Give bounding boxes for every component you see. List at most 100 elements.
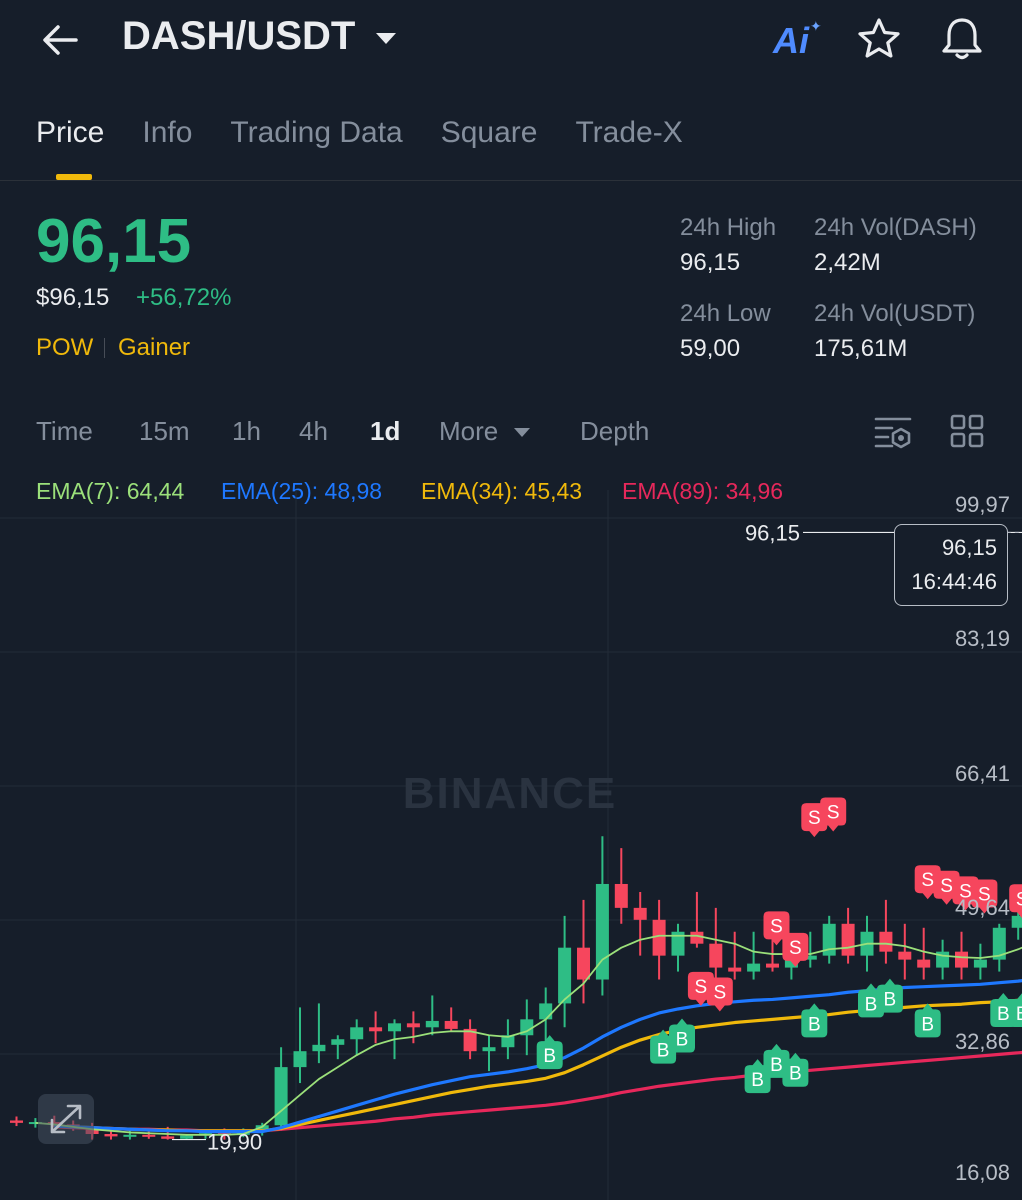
candle-body <box>917 959 931 968</box>
fullscreen-button[interactable] <box>38 1094 94 1144</box>
candle-body <box>992 927 1006 960</box>
buy-marker-label: B <box>676 1029 689 1050</box>
buy-marker-label: B <box>543 1046 556 1067</box>
timeframe-4h[interactable]: 4h <box>299 416 328 446</box>
sell-marker: S <box>820 797 847 832</box>
candle-body <box>539 1003 553 1020</box>
candle-body <box>331 1039 345 1045</box>
timeframe-15m[interactable]: 15m <box>139 416 190 446</box>
price-change-percent: +56,72% <box>136 284 232 311</box>
sell-marker-label: S <box>978 885 991 906</box>
timeframe-1h[interactable]: 1h <box>232 416 261 446</box>
buy-marker-shape <box>914 1003 941 1038</box>
more-caret-down-icon[interactable] <box>514 428 530 437</box>
candle-body <box>1011 915 1022 928</box>
indicator-settings-icon[interactable] <box>874 414 912 452</box>
trading-pair-title[interactable]: DASH/USDT <box>122 14 356 58</box>
sell-marker-label: S <box>1016 889 1022 910</box>
chart-grid <box>0 490 1022 1200</box>
tab-square[interactable]: Square <box>440 116 538 149</box>
vol-dash-value: 2,42M <box>814 249 881 276</box>
buy-marker-shape <box>801 1003 828 1038</box>
candle-body <box>123 1134 137 1137</box>
sell-marker-label: S <box>770 916 783 937</box>
candlestick-chart[interactable]: BINANCE SSSSSSSSSSSSSSSSBBBBBBBBBBBBBBBB… <box>0 490 1022 1200</box>
ema89-line <box>54 1050 1022 1133</box>
sell-marker-label: S <box>940 876 953 897</box>
candle-body <box>690 931 704 944</box>
last-price-chart-label: 96,15 <box>745 520 800 545</box>
tab-trade-x[interactable]: Trade-X <box>575 116 683 149</box>
candle-body <box>558 947 572 1004</box>
back-arrow-icon[interactable] <box>38 18 82 62</box>
caret-down-icon[interactable] <box>376 33 396 44</box>
usd-price: $96,15 <box>36 284 110 311</box>
ai-assistant-button[interactable]: Ai <box>773 20 809 61</box>
tag-separator <box>104 338 105 358</box>
sell-marker-shape <box>820 797 847 832</box>
star-icon[interactable] <box>856 16 902 62</box>
candle-body <box>444 1020 458 1029</box>
sell-marker-shape <box>706 977 733 1012</box>
candle-body <box>425 1020 439 1028</box>
buy-marker-label: B <box>770 1055 783 1076</box>
last-price-box-value: 96,15 <box>941 535 997 560</box>
ema7-legend: EMA(7): 64,44 <box>36 478 185 504</box>
sell-marker-label: S <box>808 808 821 829</box>
candle-body <box>766 963 779 968</box>
candle-body <box>350 1027 364 1040</box>
tag-pow[interactable]: POW <box>36 334 94 361</box>
last-price: 96,15 <box>36 207 192 276</box>
buy-marker-shape <box>669 1018 695 1053</box>
buy-marker-label: B <box>789 1064 802 1085</box>
y-tick-label: 99,97 <box>954 492 1010 517</box>
low-label: 24h Low <box>680 300 771 327</box>
sell-marker: S <box>782 932 809 967</box>
ema89-legend: EMA(89): 34,96 <box>622 478 784 504</box>
candle-body <box>142 1134 156 1137</box>
vol-dash-label: 24h Vol(DASH) <box>814 214 977 241</box>
buy-marker: B <box>536 1035 563 1070</box>
last-price-box: 96,15 16:44:46 <box>894 524 1008 606</box>
y-tick-label: 16,08 <box>954 1160 1010 1185</box>
grid-layout-icon[interactable] <box>950 414 984 448</box>
buy-marker-label: B <box>751 1070 764 1091</box>
buy-marker-label: B <box>657 1041 670 1062</box>
buy-marker-shape <box>1009 993 1022 1027</box>
timeframe-more[interactable]: More <box>439 416 499 446</box>
candle-body <box>728 967 742 972</box>
candle-body <box>255 1125 269 1131</box>
buy-marker: B <box>914 1003 941 1038</box>
sell-marker-label: S <box>921 870 934 891</box>
timeframe-1d[interactable]: 1d <box>370 416 401 446</box>
tab-trading-data[interactable]: Trading Data <box>230 116 403 149</box>
candle-body <box>104 1134 118 1137</box>
buy-marker: B <box>876 978 903 1013</box>
sell-marker-label: S <box>959 881 972 902</box>
timeframe-time[interactable]: Time <box>36 416 93 446</box>
candle-body <box>577 947 590 980</box>
candle-body <box>161 1136 175 1139</box>
tab-price[interactable]: Price <box>36 116 105 149</box>
buy-marker-shape <box>536 1035 563 1070</box>
tag-gainer[interactable]: Gainer <box>118 334 191 361</box>
candle-body <box>406 1023 420 1028</box>
candle-body <box>955 951 968 968</box>
candle-body <box>312 1044 326 1052</box>
candle-body <box>633 907 647 920</box>
tab-info[interactable]: Info <box>142 116 193 149</box>
candle-body <box>482 1047 496 1052</box>
low-price-label: 19,90 <box>207 1130 262 1155</box>
ema25-line <box>54 979 1022 1134</box>
candle-body <box>803 955 817 960</box>
y-tick-label: 83,19 <box>954 626 1010 651</box>
depth-tab[interactable]: Depth <box>580 416 650 446</box>
candle-body <box>973 959 987 968</box>
candle-body <box>520 1019 534 1036</box>
bell-icon[interactable] <box>938 14 986 62</box>
y-tick-label: 32,86 <box>954 1029 1010 1054</box>
vol-usdt-value: 175,61M <box>814 335 908 362</box>
candle-body <box>879 931 893 952</box>
binance-watermark: BINANCE <box>403 769 617 818</box>
buy-marker-label: B <box>808 1014 821 1035</box>
